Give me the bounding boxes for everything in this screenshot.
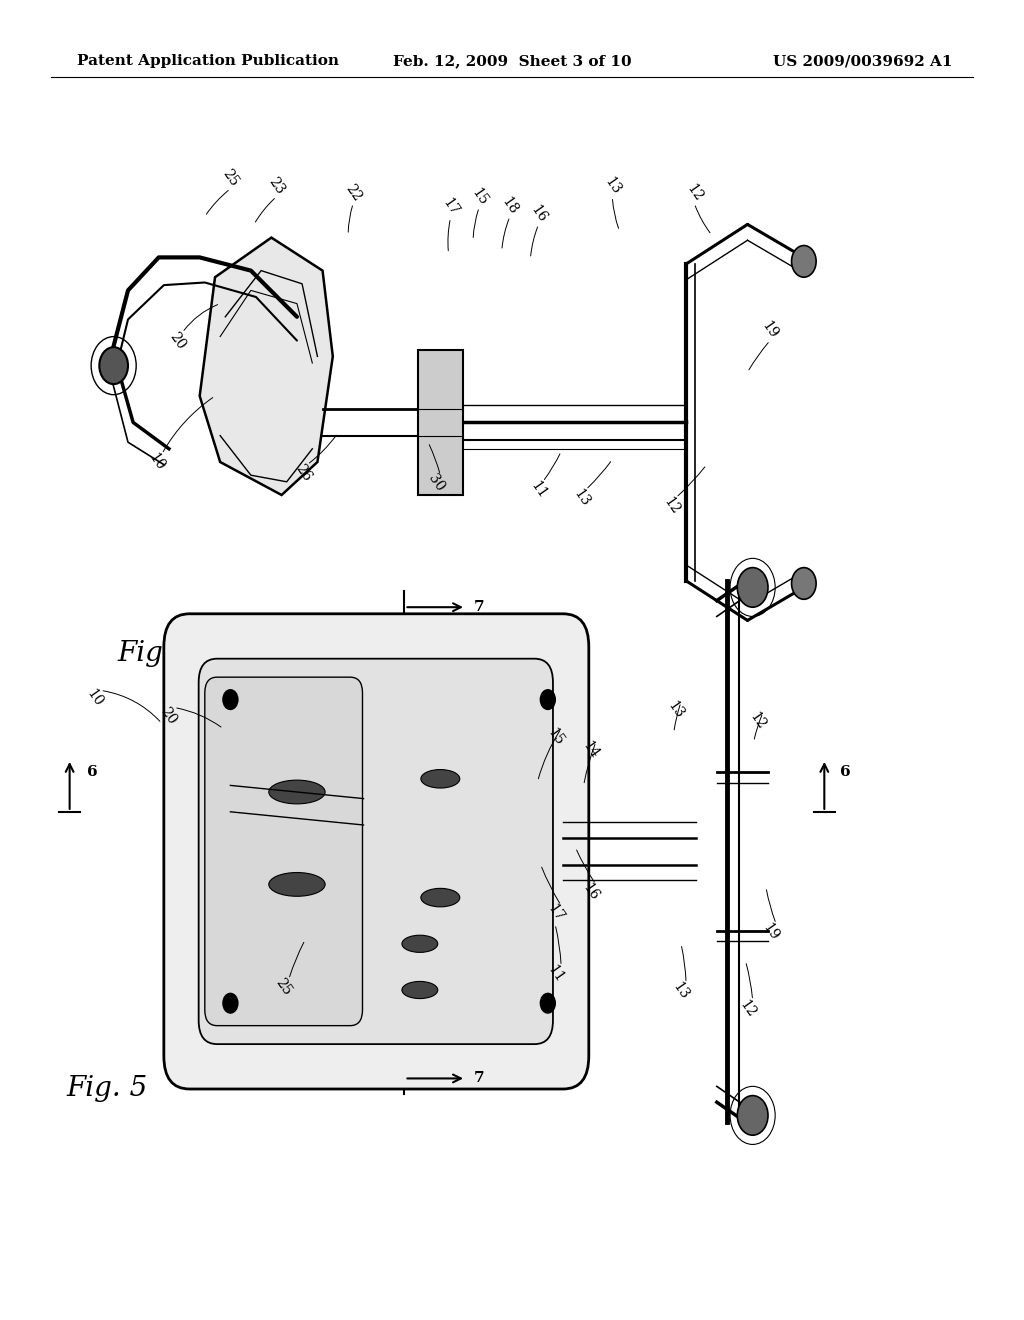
Circle shape xyxy=(222,689,239,710)
Text: 19: 19 xyxy=(759,318,781,342)
Text: 16: 16 xyxy=(527,202,550,226)
Ellipse shape xyxy=(401,935,438,953)
Text: 14: 14 xyxy=(580,738,602,762)
Circle shape xyxy=(540,993,556,1014)
Text: US 2009/0039692 A1: US 2009/0039692 A1 xyxy=(773,54,952,69)
Ellipse shape xyxy=(401,982,438,998)
Text: 13: 13 xyxy=(570,486,593,510)
Text: 15: 15 xyxy=(545,725,567,748)
Text: 12: 12 xyxy=(683,181,706,205)
Circle shape xyxy=(99,347,128,384)
Text: Fig. 5: Fig. 5 xyxy=(67,1076,147,1102)
Text: 25: 25 xyxy=(219,168,242,189)
Text: 30: 30 xyxy=(425,473,447,494)
Text: 13: 13 xyxy=(665,698,687,722)
Circle shape xyxy=(792,568,816,599)
Text: 20: 20 xyxy=(166,330,188,351)
FancyBboxPatch shape xyxy=(164,614,589,1089)
Text: 22: 22 xyxy=(342,182,365,203)
Text: Patent Application Publication: Patent Application Publication xyxy=(77,54,339,69)
FancyBboxPatch shape xyxy=(205,677,362,1026)
Text: 20: 20 xyxy=(157,705,179,726)
Polygon shape xyxy=(200,238,333,495)
FancyBboxPatch shape xyxy=(199,659,553,1044)
Text: 26: 26 xyxy=(292,462,314,483)
Text: 25: 25 xyxy=(272,977,295,998)
Text: 11: 11 xyxy=(527,478,550,502)
Circle shape xyxy=(737,568,768,607)
Text: Feb. 12, 2009  Sheet 3 of 10: Feb. 12, 2009 Sheet 3 of 10 xyxy=(392,54,632,69)
Circle shape xyxy=(737,1096,768,1135)
Text: 7: 7 xyxy=(474,1072,484,1085)
Circle shape xyxy=(540,689,556,710)
Text: 10: 10 xyxy=(145,450,168,474)
Text: 12: 12 xyxy=(736,997,759,1020)
Ellipse shape xyxy=(268,780,326,804)
Text: 10: 10 xyxy=(83,686,105,710)
Text: 12: 12 xyxy=(660,494,683,517)
Text: 13: 13 xyxy=(601,174,624,198)
Text: 18: 18 xyxy=(499,194,521,218)
Text: 6: 6 xyxy=(840,766,850,779)
Text: 16: 16 xyxy=(580,880,602,904)
Circle shape xyxy=(222,993,239,1014)
Text: 17: 17 xyxy=(545,902,567,925)
Ellipse shape xyxy=(421,888,460,907)
Ellipse shape xyxy=(421,770,460,788)
Text: 19: 19 xyxy=(760,920,782,944)
Text: 15: 15 xyxy=(468,185,490,209)
Text: 17: 17 xyxy=(439,195,462,219)
Text: 23: 23 xyxy=(265,176,288,197)
Circle shape xyxy=(792,246,816,277)
Ellipse shape xyxy=(268,873,326,896)
Text: 6: 6 xyxy=(87,766,97,779)
FancyBboxPatch shape xyxy=(418,350,463,495)
Text: 12: 12 xyxy=(746,709,769,733)
Text: 7: 7 xyxy=(474,601,484,614)
Text: Fig. 6: Fig. 6 xyxy=(118,640,199,667)
Text: 13: 13 xyxy=(670,979,692,1003)
Text: 11: 11 xyxy=(545,962,567,986)
